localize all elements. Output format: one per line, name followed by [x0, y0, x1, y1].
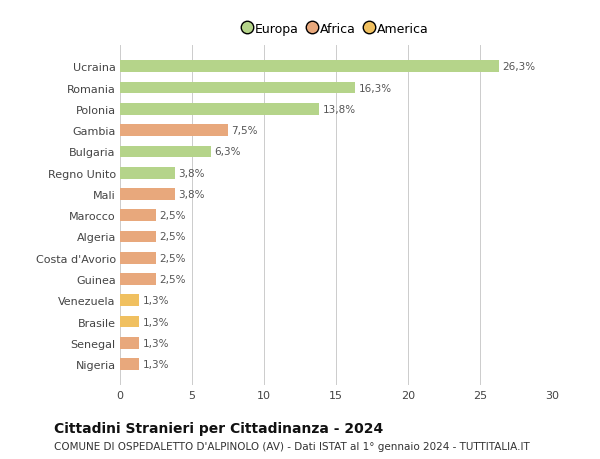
Text: Cittadini Stranieri per Cittadinanza - 2024: Cittadini Stranieri per Cittadinanza - 2… [54, 421, 383, 435]
Bar [120, 316, 139, 328]
Text: 1,3%: 1,3% [142, 296, 169, 306]
Text: 7,5%: 7,5% [232, 126, 258, 136]
Text: 16,3%: 16,3% [358, 84, 391, 93]
Text: 2,5%: 2,5% [160, 232, 186, 242]
Bar [120, 295, 139, 307]
Text: 2,5%: 2,5% [160, 211, 186, 221]
Text: 1,3%: 1,3% [142, 317, 169, 327]
Bar [120, 337, 139, 349]
Bar [120, 274, 156, 285]
Bar [120, 189, 175, 200]
Text: 6,3%: 6,3% [214, 147, 241, 157]
Text: COMUNE DI OSPEDALETTO D'ALPINOLO (AV) - Dati ISTAT al 1° gennaio 2024 - TUTTITAL: COMUNE DI OSPEDALETTO D'ALPINOLO (AV) - … [54, 441, 530, 451]
Bar [120, 252, 156, 264]
Bar [120, 125, 228, 137]
Bar [120, 231, 156, 243]
Text: 13,8%: 13,8% [322, 105, 355, 115]
Bar [120, 358, 139, 370]
Text: 26,3%: 26,3% [502, 62, 535, 72]
Text: 1,3%: 1,3% [142, 338, 169, 348]
Text: 3,8%: 3,8% [178, 168, 205, 178]
Text: 1,3%: 1,3% [142, 359, 169, 369]
Bar [120, 168, 175, 179]
Text: 3,8%: 3,8% [178, 190, 205, 200]
Text: 2,5%: 2,5% [160, 253, 186, 263]
Bar [120, 83, 355, 94]
Text: 2,5%: 2,5% [160, 274, 186, 285]
Bar [120, 210, 156, 222]
Bar [120, 146, 211, 158]
Legend: Europa, Africa, America: Europa, Africa, America [238, 18, 434, 41]
Bar [120, 104, 319, 116]
Bar [120, 62, 499, 73]
